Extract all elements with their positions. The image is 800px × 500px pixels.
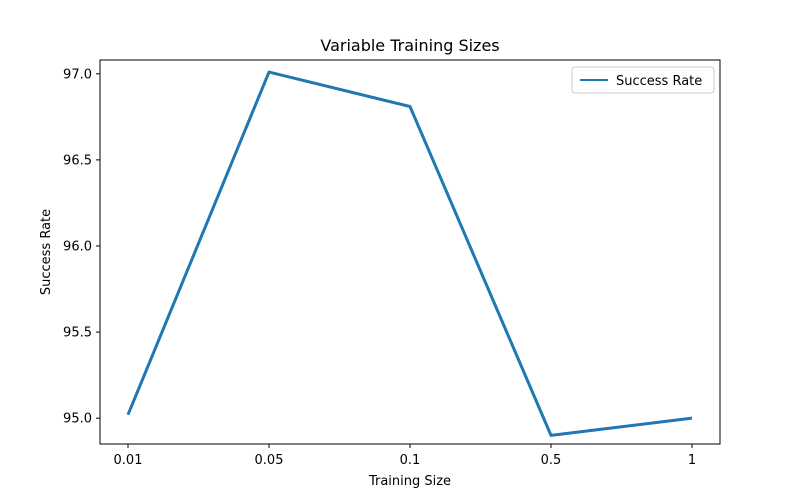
y-tick-label: 95.5: [63, 326, 92, 341]
y-tick-label: 96.0: [63, 239, 92, 254]
x-axis-title: Training Size: [368, 474, 451, 489]
x-tick-label: 0.01: [114, 453, 143, 468]
y-tick-label: 95.0: [63, 412, 92, 427]
y-axis: 95.0 95.5 96.0 96.5 97.0: [63, 67, 100, 427]
y-axis-title: Success Rate: [39, 209, 54, 295]
legend-label: Success Rate: [616, 74, 702, 89]
x-axis: 0.01 0.05 0.1 0.5 1: [114, 444, 696, 468]
chart-title: Variable Training Sizes: [320, 36, 499, 55]
legend: Success Rate: [571, 66, 715, 94]
x-tick-label: 1: [688, 453, 696, 468]
x-tick-label: 0.5: [541, 453, 562, 468]
series-layer: [126, 70, 693, 437]
x-tick-label: 0.05: [255, 453, 284, 468]
y-tick-label: 97.0: [63, 67, 92, 82]
y-tick-label: 96.5: [63, 153, 92, 168]
legend-box: [571, 66, 715, 94]
x-tick-label: 0.1: [400, 453, 421, 468]
plot-area: 95.0 95.5 96.0 96.5 97.0 0.01 0.05 0.1 0.5 1: [63, 59, 721, 468]
